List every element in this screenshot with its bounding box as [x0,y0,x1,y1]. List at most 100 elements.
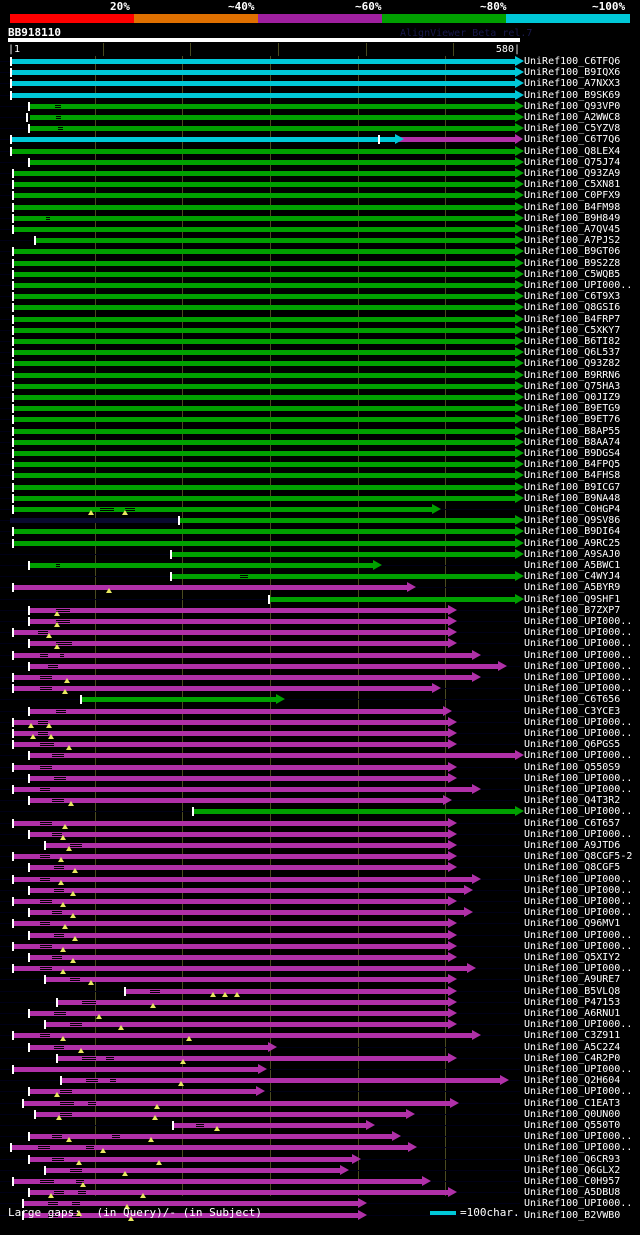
alignment-row[interactable]: UniRef100_Q9SV86 [0,515,640,526]
hsp-bar[interactable] [34,238,515,244]
alignment-row[interactable]: UniRef100_UPI000.. [0,806,640,817]
alignment-row[interactable]: UniRef100_C3Z911 [0,1030,640,1042]
alignment-row[interactable]: UniRef100_C0HGP4 [0,504,640,515]
hsp-bar[interactable] [12,719,448,725]
subject-label[interactable]: UniRef100_Q96MV1 [524,918,621,930]
subject-label[interactable]: UniRef100_B9S2Z8 [524,257,621,269]
hsp-bar[interactable] [28,1044,268,1050]
hsp-bar[interactable] [12,249,515,255]
hsp-bar[interactable] [28,955,448,960]
subject-label[interactable]: UniRef100_C5WQB5 [524,268,621,280]
subject-label[interactable]: UniRef100_A9RC25 [524,537,621,549]
hsp-bar[interactable] [80,697,276,703]
hsp-bar[interactable] [170,574,515,580]
hsp-bar[interactable] [12,271,515,277]
hsp-bar[interactable] [44,1022,448,1028]
hsp-bar[interactable] [28,865,448,871]
hsp-bar[interactable] [12,966,467,972]
alignment-row[interactable]: UniRef100_B9GT06 [0,246,640,257]
hsp-bar[interactable] [30,115,515,120]
hsp-bar[interactable] [44,977,448,983]
hsp-bar[interactable] [12,787,472,792]
alignment-row[interactable]: UniRef100_A2WWC8 [0,112,640,123]
alignment-row[interactable]: UniRef100_B8AA74 [0,436,640,448]
hsp-bar[interactable] [12,305,515,311]
subject-label[interactable]: UniRef100_C0PFX9 [524,190,621,202]
hsp-bar[interactable] [28,753,515,759]
subject-label[interactable]: UniRef100_UPI000.. [524,784,633,795]
alignment-row[interactable]: UniRef100_B4FPQ5 [0,459,640,470]
alignment-row[interactable]: UniRef100_Q93ZA9 [0,168,640,179]
hsp-bar[interactable] [12,361,515,367]
hsp-bar[interactable] [12,495,515,501]
alignment-row[interactable]: UniRef100_UPI000.. [0,638,640,650]
alignment-row[interactable]: UniRef100_B9S2Z8 [0,257,640,269]
hsp-bar[interactable] [12,462,515,468]
alignment-row[interactable]: UniRef100_A6RNU1 [0,1008,640,1019]
hsp-bar[interactable] [178,518,515,524]
hsp-bar[interactable] [12,193,515,199]
subject-label[interactable]: UniRef100_Q75J74 [524,156,621,168]
alignment-row[interactable]: UniRef100_UPI000.. [0,772,640,784]
alignment-row[interactable]: UniRef100_Q8LEX4 [0,145,640,157]
hsp-bar[interactable] [60,1078,500,1084]
subject-label[interactable]: UniRef100_B9NA48 [524,492,621,504]
subject-label[interactable]: UniRef100_UPI000.. [524,772,633,784]
subject-label[interactable]: UniRef100_C6TFQ6 [524,56,621,67]
hsp-bar[interactable] [28,126,515,132]
hsp-bar[interactable] [28,619,448,624]
alignment-row[interactable]: UniRef100_B9H849 [0,212,640,224]
subject-label[interactable]: UniRef100_B9SK69 [524,89,621,101]
alignment-row[interactable]: UniRef100_A7PJS2 [0,235,640,246]
hsp-bar[interactable] [56,1055,448,1061]
alignment-row[interactable]: UniRef100_UPI000.. [0,873,640,885]
subject-label[interactable]: UniRef100_UPI000.. [524,616,633,627]
alignment-row[interactable]: UniRef100_UPI000.. [0,716,640,728]
hsp-bar[interactable] [12,899,448,904]
alignment-row[interactable]: UniRef100_C6TFQ6 [0,56,640,67]
alignment-row[interactable]: UniRef100_UPI000.. [0,784,640,795]
subject-label[interactable]: UniRef100_UPI000.. [524,672,633,683]
alignment-row[interactable]: UniRef100_Q75HA3 [0,380,640,392]
hsp-bar[interactable] [12,350,515,356]
hsp-bar[interactable] [12,395,515,400]
alignment-row[interactable]: UniRef100_B9NA48 [0,492,640,504]
alignment-row[interactable]: UniRef100_Q4T3R2 [0,795,640,807]
alignment-row[interactable]: UniRef100_B9SK69 [0,89,640,101]
subject-label[interactable]: UniRef100_C6T9X3 [524,291,621,303]
subject-label[interactable]: UniRef100_A5BWC1 [524,560,621,571]
hsp-bar[interactable] [12,529,515,535]
subject-label[interactable]: UniRef100_UPI000.. [524,716,633,728]
subject-label[interactable]: UniRef100_Q9SV86 [524,515,621,527]
alignment-row[interactable]: UniRef100_C6T7Q6 [0,134,640,145]
alignment-row[interactable]: UniRef100_Q6CR93 [0,1153,640,1165]
hsp-bar[interactable] [28,663,498,669]
alignment-row[interactable]: UniRef100_Q75J74 [0,156,640,168]
subject-label[interactable]: UniRef100_C4WYJ4 [524,571,621,583]
subject-label[interactable]: UniRef100_UPI000.. [524,1019,633,1031]
alignment-row[interactable]: UniRef100_C0H957 [0,1176,640,1187]
subject-label[interactable]: UniRef100_Q6GLX2 [524,1164,621,1176]
subject-label[interactable]: UniRef100_B6TI82 [524,336,621,347]
hsp-bar[interactable] [22,1100,450,1106]
alignment-row[interactable]: UniRef100_UPI000.. [0,728,640,739]
alignment-row[interactable]: UniRef100_C5YZV8 [0,123,640,134]
alignment-row[interactable]: UniRef100_B7ZXP7 [0,604,640,616]
hsp-bar[interactable] [28,1190,448,1196]
subject-label[interactable]: UniRef100_B9IQX6 [524,67,621,79]
alignment-row[interactable]: UniRef100_UPI000.. [0,1142,640,1154]
subject-label[interactable]: UniRef100_A9JTD6 [524,840,621,851]
hsp-bar[interactable] [28,563,373,568]
alignment-row[interactable]: UniRef100_C5WQB5 [0,268,640,280]
hsp-bar[interactable] [28,1011,448,1016]
alignment-row[interactable]: UniRef100_Q0UN00 [0,1108,640,1120]
alignment-row[interactable]: UniRef100_B9ETG9 [0,403,640,414]
subject-label[interactable]: UniRef100_P47153 [524,996,621,1008]
subject-label[interactable]: UniRef100_A2WWC8 [524,112,621,123]
hsp-bar[interactable] [12,1179,422,1184]
subject-label[interactable]: UniRef100_C0H957 [524,1176,621,1187]
subject-label[interactable]: UniRef100_C6T657 [524,817,621,829]
subject-label[interactable]: UniRef100_C5XKY7 [524,324,621,336]
alignment-row[interactable]: UniRef100_UPI000.. [0,627,640,639]
hsp-bar[interactable] [170,551,515,557]
